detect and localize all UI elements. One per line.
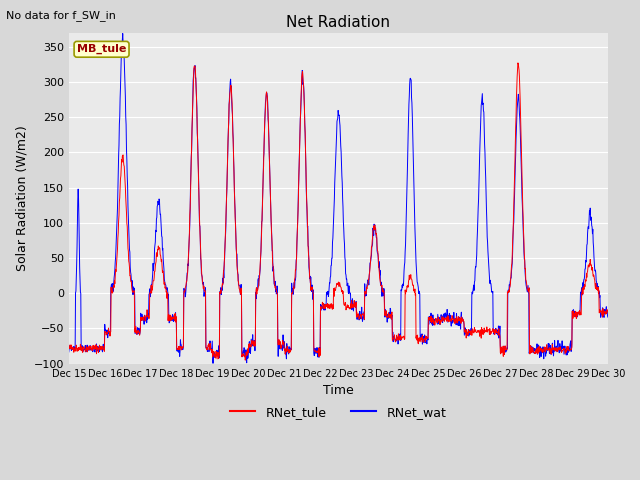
Legend: RNet_tule, RNet_wat: RNet_tule, RNet_wat (225, 401, 451, 424)
Y-axis label: Solar Radiation (W/m2): Solar Radiation (W/m2) (15, 125, 28, 271)
Text: No data for f_SW_in: No data for f_SW_in (6, 10, 116, 21)
Text: MB_tule: MB_tule (77, 44, 126, 54)
X-axis label: Time: Time (323, 384, 354, 397)
Title: Net Radiation: Net Radiation (286, 15, 390, 30)
